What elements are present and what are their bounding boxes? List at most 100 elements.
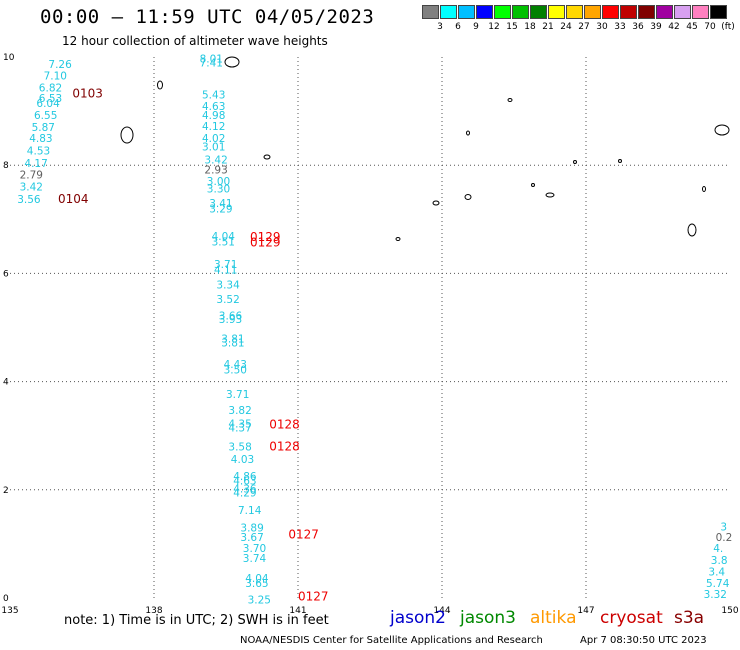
track-label: 0104 bbox=[58, 192, 89, 206]
wave-height-value: 4.35 bbox=[228, 419, 251, 431]
sat-altika: altika bbox=[530, 608, 577, 628]
legend-swatch bbox=[458, 5, 475, 19]
legend-label: 42 bbox=[668, 22, 680, 32]
wave-height-value: 4.53 bbox=[27, 145, 50, 157]
wave-height-value: 3.42 bbox=[204, 155, 227, 167]
legend-label: 6 bbox=[455, 22, 461, 32]
legend-swatch bbox=[638, 5, 655, 19]
y-tick-label: 2 bbox=[3, 486, 9, 496]
wave-height-value: 4.63 bbox=[233, 475, 256, 487]
track-label: 0128 bbox=[269, 439, 300, 453]
legend-swatch bbox=[584, 5, 601, 19]
island-outline bbox=[432, 200, 440, 206]
wave-height-value: 3.29 bbox=[209, 203, 232, 215]
y-tick-label: 6 bbox=[3, 269, 9, 279]
wave-height-value: 5.87 bbox=[32, 122, 55, 134]
x-tick-label: 144 bbox=[433, 606, 450, 616]
island-outline bbox=[714, 124, 730, 136]
wave-height-value: 3.00 bbox=[207, 176, 230, 188]
wave-height-value: 4.04 bbox=[245, 573, 269, 585]
sat-s3a: s3a bbox=[674, 608, 705, 628]
wave-height-value: 7.41 bbox=[200, 58, 223, 70]
island-outline bbox=[507, 98, 513, 102]
x-tick-label: 147 bbox=[577, 606, 594, 616]
wave-height-value: 2.93 bbox=[204, 164, 227, 176]
wave-height-value: 3.71 bbox=[214, 259, 237, 271]
legend-swatch bbox=[566, 5, 583, 19]
wave-height-value: 7.26 bbox=[48, 59, 72, 71]
wave-height-value: 3.30 bbox=[207, 183, 230, 195]
legend-label: 30 bbox=[596, 22, 608, 32]
island-outline bbox=[395, 237, 401, 241]
legend-swatch bbox=[602, 5, 619, 19]
legend-swatch bbox=[692, 5, 709, 19]
legend-swatch bbox=[548, 5, 565, 19]
wave-height-value: 3.52 bbox=[216, 294, 239, 306]
track-label: 0127 bbox=[288, 527, 319, 541]
wave-height-value: 3.74 bbox=[243, 553, 267, 565]
track-label: 0128 bbox=[269, 418, 300, 432]
legend-swatch bbox=[710, 5, 727, 19]
wave-height-value: 3.93 bbox=[219, 314, 242, 326]
legend-label: 18 bbox=[524, 22, 536, 32]
wave-height-value: 5.74 bbox=[706, 578, 730, 590]
wave-height-value: 4.37 bbox=[228, 422, 251, 434]
map-title: 00:00 – 11:59 UTC 04/05/2023 bbox=[40, 6, 375, 28]
wave-height-value: 4.12 bbox=[202, 121, 225, 133]
wave-height-value: 3.32 bbox=[704, 589, 727, 601]
sat-cryosat: cryosat bbox=[600, 608, 663, 628]
wave-height-value: 6.53 bbox=[39, 93, 62, 105]
wave-height-value: 4.98 bbox=[202, 110, 225, 122]
wave-height-value: 7.14 bbox=[238, 505, 262, 517]
wave-height-value: 2.79 bbox=[20, 170, 43, 182]
wave-height-value: 3.71 bbox=[226, 389, 249, 401]
wave-height-value: 3.51 bbox=[212, 236, 235, 248]
wave-height-value: 4.02 bbox=[202, 133, 225, 145]
credit: NOAA/NESDIS Center for Satellite Applica… bbox=[240, 635, 543, 646]
wave-height-value: 4.11 bbox=[214, 264, 237, 276]
wave-height-value: 4.29 bbox=[233, 487, 256, 499]
legend-label: 9 bbox=[473, 22, 479, 32]
legend-label: 15 bbox=[506, 22, 518, 32]
legend-label: 36 bbox=[632, 22, 644, 32]
legend-label: 12 bbox=[488, 22, 500, 32]
y-tick-label: 0 bbox=[3, 594, 9, 604]
wave-height-value: 3.42 bbox=[20, 182, 43, 194]
wave-height-value: 3.82 bbox=[228, 405, 251, 417]
wave-height-value: 3.66 bbox=[219, 310, 243, 322]
island-outline bbox=[531, 183, 535, 187]
legend-label: (ft) bbox=[721, 22, 735, 32]
legend-swatch bbox=[656, 5, 673, 19]
legend-label: 27 bbox=[578, 22, 590, 32]
wave-height-value: 3.01 bbox=[202, 142, 225, 154]
legend-label: 45 bbox=[686, 22, 698, 32]
wave-height-value: 3.41 bbox=[209, 198, 232, 210]
legend-swatch bbox=[422, 5, 439, 19]
wave-height-value: 6.04 bbox=[36, 98, 60, 110]
x-tick-label: 141 bbox=[289, 606, 306, 616]
legend-label: 21 bbox=[542, 22, 554, 32]
wave-height-value: 6.55 bbox=[34, 110, 57, 122]
wave-height-value: 3.65 bbox=[245, 578, 268, 590]
sat-jason2: jason2 bbox=[390, 608, 446, 628]
wave-height-value: 3.89 bbox=[240, 522, 263, 534]
y-tick-label: 4 bbox=[3, 378, 9, 388]
island-outline bbox=[687, 223, 697, 237]
wave-height-value: 3.70 bbox=[243, 543, 266, 555]
island-outline bbox=[120, 126, 134, 144]
track-label: 0129 bbox=[250, 230, 281, 244]
wave-height-value: 4.43 bbox=[224, 359, 247, 371]
island-outline bbox=[157, 80, 163, 90]
wave-height-value: 4.03 bbox=[231, 454, 254, 466]
wave-height-value: 5.43 bbox=[202, 90, 225, 102]
legend-swatch bbox=[674, 5, 691, 19]
island-outline bbox=[573, 160, 577, 164]
wave-height-value: 3.8 bbox=[711, 555, 728, 567]
wave-height-value: 3.25 bbox=[248, 594, 271, 606]
wave-height-value: 4.04 bbox=[212, 231, 236, 243]
wave-height-value: 4.83 bbox=[29, 133, 52, 145]
wave-height-value: 8.01 bbox=[200, 53, 223, 65]
island-outline bbox=[224, 56, 240, 68]
wave-height-value: 4.63 bbox=[202, 101, 225, 113]
